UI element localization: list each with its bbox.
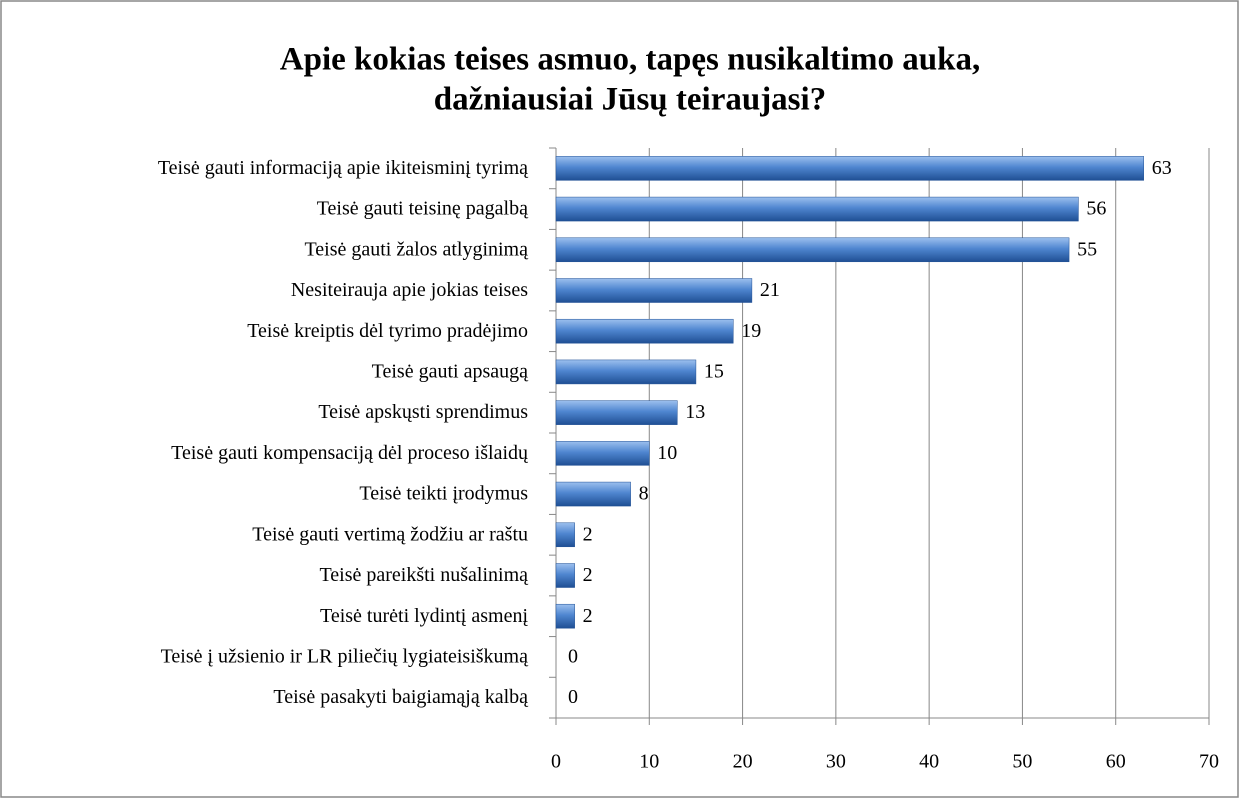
x-tick-label: 70 [1199,751,1219,773]
x-tick-label: 30 [826,751,846,773]
bar [555,359,697,385]
chart-title: dažniausiai Jūsų teiraujasi? [434,82,826,118]
x-tick-label: 0 [551,751,561,773]
value-label: 10 [657,442,677,464]
bar [555,237,1070,263]
y-tick-label: Teisė teikti įrodymus [359,483,528,505]
value-label: 8 [639,483,649,505]
value-label: 55 [1077,238,1097,260]
bar [555,563,575,588]
x-tick-label: 10 [639,751,659,773]
y-tick-label: Teisė gauti apsaugą [372,361,529,383]
y-tick-label: Teisė pareikšti nušalinimą [319,564,529,586]
y-tick-label: Teisė gauti informaciją apie ikiteisminį… [158,157,529,179]
x-tick-label: 60 [1106,751,1126,773]
y-tick-label: Teisė į užsienio ir LR piliečių lygiatei… [161,646,530,668]
y-tick-label: Teisė apskųsti sprendimus [318,401,528,423]
y-tick-label: Teisė gauti žalos atlyginimą [304,238,529,260]
value-label: 15 [704,361,724,383]
value-label: 63 [1152,157,1172,179]
x-tick-label: 50 [1012,751,1032,773]
value-label: 21 [760,279,780,301]
y-tick-label: Teisė pasakyti baigiamąją kalbą [273,686,529,708]
y-tick-label: Teisė turėti lydintį asmenį [320,605,528,627]
y-tick-label: Teisė gauti vertimą žodžiu ar raštu [252,523,528,545]
y-tick-label: Teisė kreiptis dėl tyrimo pradėjimo [247,320,528,342]
bar [555,441,650,466]
bar [555,318,734,344]
bar [555,400,678,425]
bar [555,522,575,548]
x-tick-label: 40 [919,751,939,773]
value-label: 13 [685,401,705,423]
value-label: 2 [583,605,593,627]
chart-title: Apie kokias teises asmuo, tapęs nusikalt… [280,42,980,78]
bar [555,196,1079,222]
value-label: 56 [1086,198,1106,220]
value-label: 0 [568,686,578,708]
bar [555,156,1144,181]
x-tick-label: 20 [733,751,753,773]
y-tick-label: Teisė gauti kompensaciją dėl proceso išl… [171,442,529,464]
value-label: 0 [568,646,578,668]
bar [555,481,631,507]
value-label: 19 [741,320,761,342]
bar [555,278,753,303]
y-tick-label: Teisė gauti teisinę pagalbą [317,198,529,220]
y-tick-label: Nesiteirauja apie jokias teises [291,279,528,301]
value-label: 2 [583,523,593,545]
bar [555,603,575,629]
value-label: 2 [583,564,593,586]
